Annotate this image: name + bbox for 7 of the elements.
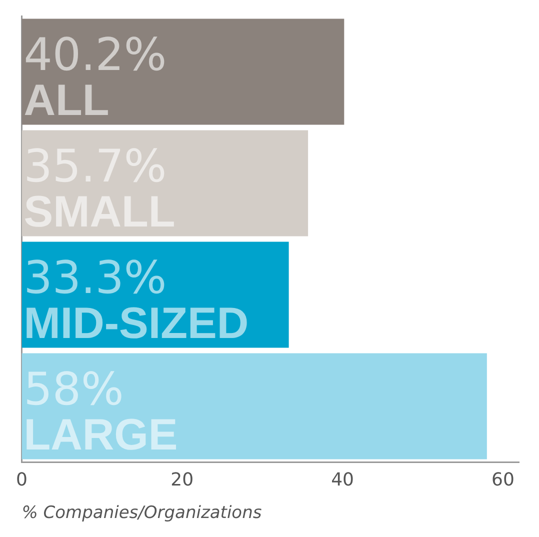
x-tick-label: 0: [16, 469, 28, 490]
x-tick-label: 20: [170, 469, 194, 490]
x-tick-label: 60: [492, 469, 514, 490]
x-axis-title: % Companies/Organizations: [22, 503, 262, 524]
bar: [22, 353, 487, 460]
bar: [22, 18, 344, 125]
x-tick-label: 40: [331, 469, 354, 490]
